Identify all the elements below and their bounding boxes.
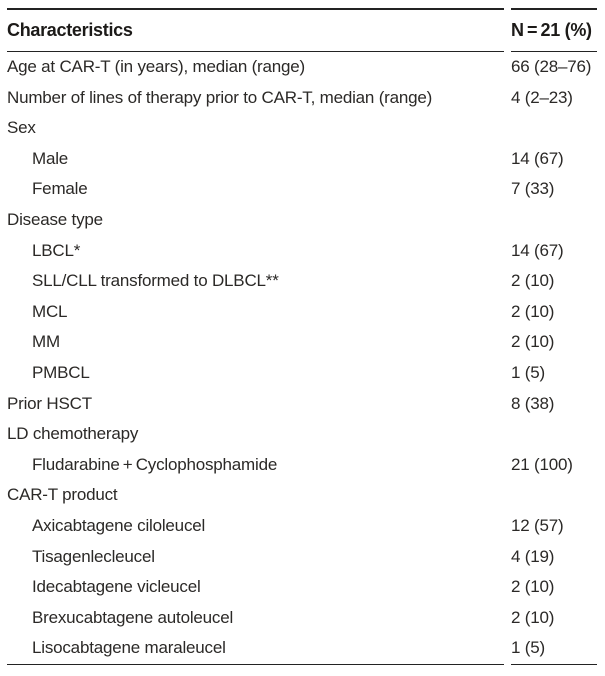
- row-value: 4 (19): [511, 546, 555, 566]
- bottom-rule-right: [511, 663, 597, 665]
- row-value: 2 (10): [511, 607, 555, 627]
- table-row: Age at CAR-T (in years), median (range) 6…: [7, 52, 597, 83]
- row-label: LD chemotherapy: [7, 424, 139, 444]
- table-row: Male 14 (67): [7, 144, 597, 175]
- row-value: [511, 419, 597, 450]
- table-row: MCL 2 (10): [7, 297, 597, 328]
- row-value: 1 (5): [511, 362, 545, 382]
- row-label: Lisocabtagene maraleucel: [32, 638, 226, 658]
- row-value: 1 (5): [511, 638, 545, 658]
- table-row: Tisagenlecleucel 4 (19): [7, 542, 597, 573]
- table-row: SLL/CLL transformed to DLBCL** 2 (10): [7, 266, 597, 297]
- row-value: [511, 480, 597, 511]
- table-row: Lisocabtagene maraleucel 1 (5): [7, 633, 597, 664]
- table-row: Disease type: [7, 205, 597, 236]
- table-body: Age at CAR-T (in years), median (range) 6…: [7, 52, 597, 664]
- table-row: Axicabtagene ciloleucel 12 (57): [7, 511, 597, 542]
- table-header-row: Characteristics N = 21 (%): [7, 8, 597, 52]
- row-label: Disease type: [7, 209, 103, 229]
- table-row: PMBCL 1 (5): [7, 358, 597, 389]
- row-value: 8 (38): [511, 393, 555, 413]
- table-row: Brexucabtagene autoleucel 2 (10): [7, 603, 597, 634]
- table-row: Female 7 (33): [7, 174, 597, 205]
- header-n-percent: N = 21 (%): [511, 8, 597, 52]
- table-row: MM 2 (10): [7, 327, 597, 358]
- row-value: 12 (57): [511, 515, 564, 535]
- header-characteristics: Characteristics: [7, 8, 504, 52]
- row-value: 4 (2–23): [511, 87, 573, 107]
- table-row: Fludarabine + Cyclophosphamide 21 (100): [7, 450, 597, 481]
- table-bottom-rule: [7, 663, 597, 665]
- row-value: 2 (10): [511, 271, 555, 291]
- row-label: LBCL*: [32, 240, 81, 260]
- row-label: Sex: [7, 118, 36, 138]
- row-label: Axicabtagene ciloleucel: [32, 515, 206, 535]
- bottom-rule-left: [7, 663, 504, 665]
- row-value: 2 (10): [511, 301, 555, 321]
- row-value: 14 (67): [511, 240, 564, 260]
- row-label: Prior HSCT: [7, 393, 92, 413]
- table-row: Prior HSCT 8 (38): [7, 389, 597, 420]
- row-label: Fludarabine + Cyclophosphamide: [32, 454, 278, 474]
- table-row: Idecabtagene vicleucel 2 (10): [7, 572, 597, 603]
- row-label: Age at CAR-T (in years), median (range): [7, 57, 306, 76]
- row-label: Number of lines of therapy prior to CAR-…: [7, 87, 433, 107]
- table-row: Number of lines of therapy prior to CAR-…: [7, 83, 597, 114]
- row-label: PMBCL: [32, 362, 90, 382]
- row-value: 14 (67): [511, 148, 564, 168]
- table-row: CAR-T product: [7, 480, 597, 511]
- row-label: Male: [32, 148, 69, 168]
- table-row: LD chemotherapy: [7, 419, 597, 450]
- row-value: 66 (28–76): [511, 57, 592, 76]
- row-label: SLL/CLL transformed to DLBCL**: [32, 271, 279, 291]
- row-value: [511, 205, 597, 236]
- row-label: CAR-T product: [7, 485, 118, 505]
- row-value: 2 (10): [511, 332, 555, 352]
- row-value: 21 (100): [511, 454, 573, 474]
- row-label: MM: [32, 332, 60, 352]
- row-label: MCL: [32, 301, 68, 321]
- row-label: Female: [32, 179, 88, 199]
- row-value: 7 (33): [511, 179, 555, 199]
- row-label: Brexucabtagene autoleucel: [32, 607, 234, 627]
- table-row: LBCL* 14 (67): [7, 236, 597, 267]
- row-value: [511, 113, 597, 144]
- table-row: Sex: [7, 113, 597, 144]
- row-label: Idecabtagene vicleucel: [32, 577, 201, 597]
- characteristics-table: Characteristics N = 21 (%) Age at CAR-T …: [7, 8, 597, 665]
- row-label: Tisagenlecleucel: [32, 546, 155, 566]
- row-value: 2 (10): [511, 577, 555, 597]
